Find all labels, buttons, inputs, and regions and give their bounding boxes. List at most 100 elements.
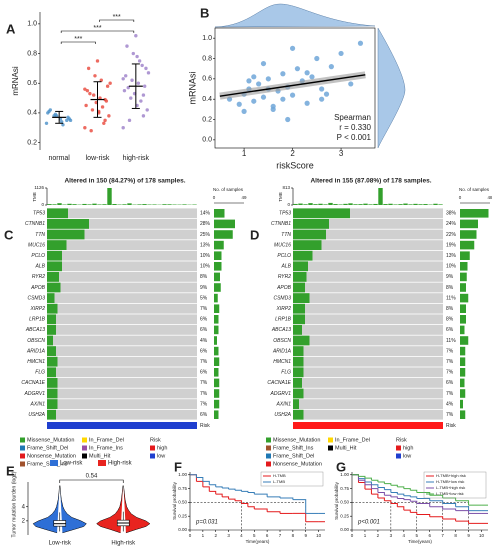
tmb-bar: [67, 203, 72, 205]
point: [265, 76, 271, 82]
survival-step: [410, 489, 418, 493]
survival-step: [390, 502, 398, 507]
mutation-cells: [293, 325, 302, 335]
percent-label: 6%: [200, 412, 208, 418]
survival-step: [377, 486, 385, 490]
legend-swatch: [20, 437, 25, 443]
gene-bar: [214, 304, 220, 313]
survival-step: [358, 479, 366, 485]
annotation: Spearman: [334, 113, 371, 122]
legend-swatch: [20, 445, 25, 451]
gene-bar: [460, 272, 467, 282]
mutation-cells: [47, 367, 56, 378]
percent-label: 38%: [446, 211, 457, 217]
tmb-bar: [112, 204, 117, 205]
row-background: [293, 314, 443, 325]
row-background: [293, 250, 443, 261]
mutation-cells: [293, 409, 304, 420]
y-tick-label: 0.25: [178, 513, 187, 518]
tmb-bar: [308, 203, 313, 205]
gene-bar: [460, 399, 463, 409]
row-background: [47, 261, 197, 272]
point: [141, 114, 146, 118]
gene-label: TTN: [281, 232, 291, 238]
gene-label: MUC16: [274, 242, 291, 248]
legend-label: Low-risk: [60, 461, 83, 467]
point: [304, 100, 310, 106]
point: [348, 81, 354, 87]
gene-label: TP53: [279, 211, 291, 217]
row-background: [293, 346, 443, 356]
gene-bar: [460, 325, 465, 335]
mutation-cells: [293, 303, 305, 314]
legend-swatch: [82, 453, 87, 459]
top-density: [214, 3, 376, 28]
row-background: [47, 303, 197, 314]
y-axis-label: mRNAsi: [187, 72, 197, 105]
annotation: P < 0.001: [337, 133, 372, 142]
mutation-cells: [293, 335, 310, 346]
gene-bar: [460, 219, 478, 229]
row-background: [293, 325, 443, 335]
tmb-tick-label: 0: [287, 202, 290, 207]
gene-label: CTNNB1: [271, 221, 291, 227]
percent-label: 7%: [200, 380, 208, 386]
point: [93, 74, 97, 78]
tmb-bar: [433, 203, 438, 205]
survival-step: [222, 487, 230, 490]
row-background: [47, 314, 197, 325]
survival-step: [364, 477, 372, 481]
tmb-bar: [323, 204, 328, 205]
x-tick-label: 9: [304, 533, 307, 538]
mutation-cells: [293, 208, 350, 219]
gene-bar: [460, 262, 468, 271]
legend-label: L-TMB+high risk: [436, 485, 465, 490]
row-background: [293, 335, 443, 346]
gene-label: HMCN1: [273, 359, 291, 365]
row-background: [47, 208, 197, 219]
survival-step: [390, 484, 398, 487]
point: [103, 97, 107, 102]
x-tick-label: Low-risk: [49, 541, 72, 547]
count-tick-label: 49: [241, 195, 247, 200]
chart-title: Altered in 150 (84.27%) of 178 samples.: [64, 178, 185, 185]
row-background: [293, 399, 443, 409]
point: [285, 116, 291, 123]
row-background: [47, 335, 197, 346]
x-tick-label: 6: [266, 533, 269, 538]
survival-step: [371, 493, 379, 498]
survival-step: [209, 490, 217, 495]
gene-label: USH2A: [274, 412, 291, 418]
survival-step: [416, 502, 431, 507]
x-tick-label: low-risk: [86, 155, 110, 162]
survival-step: [235, 489, 242, 492]
point: [124, 74, 128, 78]
x-tick-label: 8: [292, 533, 295, 538]
point: [125, 44, 129, 48]
legend-swatch: [82, 445, 87, 451]
risk-legend-title: Risk: [396, 437, 407, 443]
violin-half: [96, 485, 124, 534]
tmb-tick-label: 1126: [34, 185, 44, 190]
gene-label: LRP1B: [275, 317, 292, 323]
percent-label: 4%: [200, 338, 208, 344]
mutation-cells: [293, 399, 299, 409]
point: [137, 59, 142, 63]
point: [61, 123, 65, 127]
percent-label: 11%: [446, 338, 456, 344]
gene-bar: [214, 240, 224, 250]
point: [130, 78, 134, 82]
gene-bar: [460, 315, 466, 324]
mutation-cells: [47, 346, 56, 356]
gene-bar: [460, 389, 466, 398]
survival-step: [455, 506, 470, 511]
mutation-cells: [47, 293, 55, 303]
survival-step: [280, 497, 294, 500]
survival-step: [429, 494, 444, 498]
mutation-cells: [47, 261, 62, 272]
point: [319, 96, 325, 102]
gene-bar: [214, 325, 219, 335]
gene-label: CACNA1E: [267, 380, 291, 386]
row-background: [47, 240, 197, 250]
survival-step: [352, 474, 359, 483]
